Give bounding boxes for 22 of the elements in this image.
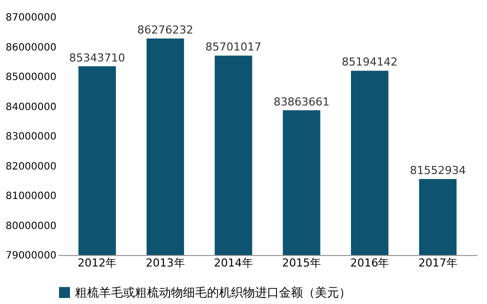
y-tick-label: 86000000	[6, 42, 56, 54]
x-tick-label: 2017年	[418, 256, 458, 270]
y-tick-label: 84000000	[6, 102, 56, 113]
y-tick-label: 79000000	[6, 250, 56, 262]
y-tick-label: 87000000	[6, 12, 56, 24]
data-label: 83863661	[274, 95, 330, 108]
data-label: 81552934	[410, 164, 466, 178]
y-tick-label: 81000000	[6, 191, 56, 202]
y-tick-label: 82000000	[6, 161, 56, 172]
data-label: 85701017	[205, 40, 262, 54]
legend-label: 粗梳羊毛或粗梳动物细毛的机织物进口金额（美元）	[75, 286, 351, 300]
data-label: 86276232	[137, 24, 194, 37]
data-label: 85343710	[69, 51, 126, 64]
x-tick-label: 2016年	[350, 256, 390, 270]
data-label: 85194142	[342, 56, 398, 69]
x-tick-label: 2013年	[146, 256, 185, 270]
y-tick-label: 85000000	[6, 72, 56, 83]
x-tick-label: 2014年	[214, 256, 253, 270]
x-tick-label: 2012年	[78, 256, 117, 270]
y-tick-label: 80000000	[6, 220, 56, 232]
x-tick-label: 2015年	[282, 256, 322, 270]
y-tick-label: 83000000	[6, 132, 56, 142]
